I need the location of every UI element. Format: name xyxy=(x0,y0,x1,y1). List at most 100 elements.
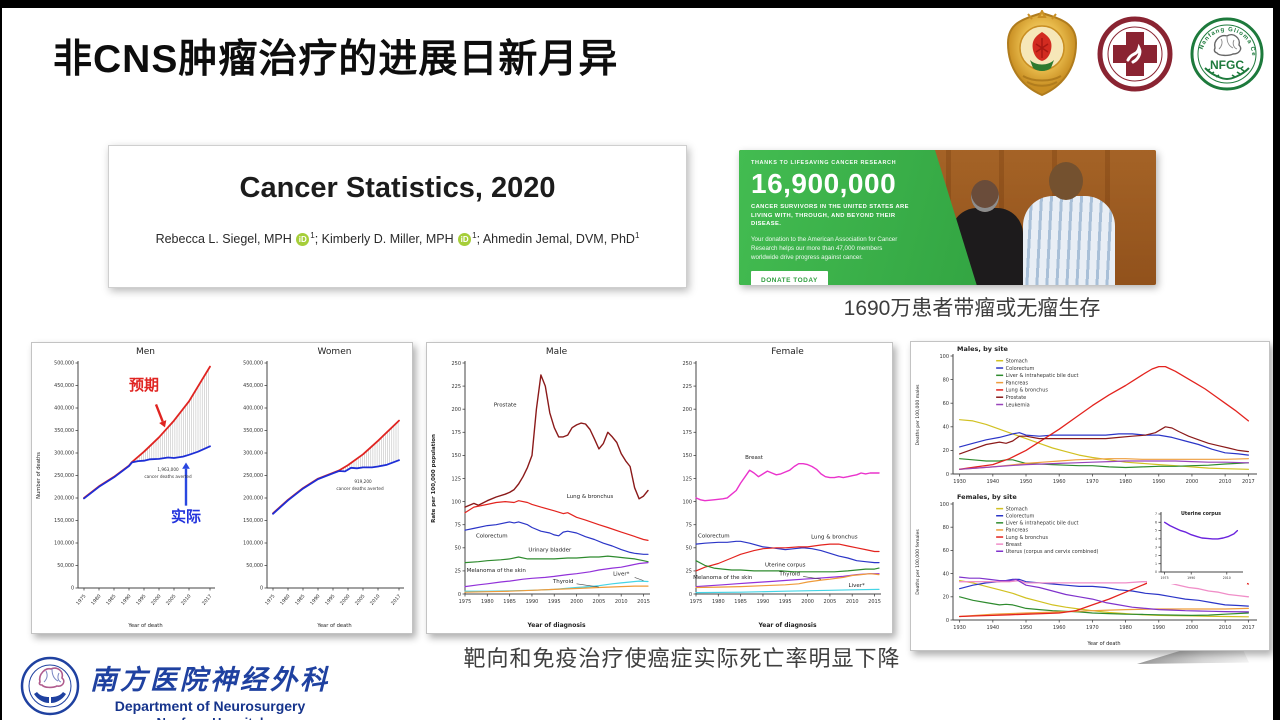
svg-text:Year of death: Year of death xyxy=(1086,641,1120,647)
banner-kicker: THANKS TO LIFESAVING CANCER RESEARCH xyxy=(751,160,897,166)
svg-text:Melanoma of the skin: Melanoma of the skin xyxy=(693,575,753,581)
author-affiliation-sup: 1 xyxy=(472,231,477,240)
svg-text:1980: 1980 xyxy=(90,593,102,606)
svg-text:1980: 1980 xyxy=(279,593,291,606)
svg-text:Male: Male xyxy=(546,347,568,357)
svg-text:250: 250 xyxy=(451,361,461,367)
svg-text:Stomach: Stomach xyxy=(1006,358,1028,364)
svg-text:250,000: 250,000 xyxy=(243,473,263,479)
svg-text:1985: 1985 xyxy=(734,599,747,605)
svg-text:250: 250 xyxy=(682,361,692,367)
svg-text:1980: 1980 xyxy=(481,599,494,605)
svg-text:1950: 1950 xyxy=(1020,479,1033,485)
svg-text:1930: 1930 xyxy=(953,479,966,485)
panel-incidence-trends: 0 25 50 75 100 125 150 175 200 225 250 1975 1980 1985… xyxy=(426,342,893,634)
svg-text:1990: 1990 xyxy=(1152,479,1165,485)
svg-text:400,000: 400,000 xyxy=(54,406,74,412)
svg-text:75: 75 xyxy=(455,522,461,528)
svg-text:175: 175 xyxy=(451,430,461,436)
author-3: Ahmedin Jemal, DVM, PhD xyxy=(482,232,635,247)
neurosurgery-dept-icon xyxy=(20,656,80,716)
svg-text:450,000: 450,000 xyxy=(243,383,263,389)
svg-text:100: 100 xyxy=(451,499,461,505)
footer-en1: Department of Neurosurgery xyxy=(114,698,306,714)
svg-text:2017: 2017 xyxy=(1242,625,1255,631)
svg-text:Melanoma of the skin: Melanoma of the skin xyxy=(467,568,527,574)
svg-text:Year of death: Year of death xyxy=(127,623,162,629)
svg-text:150,000: 150,000 xyxy=(54,518,74,524)
svg-text:2010: 2010 xyxy=(1223,576,1231,580)
banner-headline: CANCER SURVIVORS IN THE UNITED STATES AR… xyxy=(751,204,909,228)
svg-text:500,000: 500,000 xyxy=(54,361,74,367)
svg-text:2015: 2015 xyxy=(637,599,650,605)
svg-text:Colorectum: Colorectum xyxy=(1006,366,1035,372)
paper-header-card: Cancer Statistics, 2020 Rebecca L. Siege… xyxy=(108,145,687,288)
svg-text:50: 50 xyxy=(455,546,461,552)
svg-text:Liver & intrahepatic bile duct: Liver & intrahepatic bile duct xyxy=(1006,373,1079,379)
svg-text:0: 0 xyxy=(946,618,949,624)
svg-text:6: 6 xyxy=(1155,520,1157,524)
svg-text:Liver & intrahepatic bile duct: Liver & intrahepatic bile duct xyxy=(1006,521,1079,527)
svg-text:1990: 1990 xyxy=(1187,576,1195,580)
footer-text: 南方医院神经外科 Department of Neurosurgery Nanf… xyxy=(90,656,330,720)
slide-title: 非CNS肿瘤治疗的进展日新月异 xyxy=(53,38,619,81)
svg-text:1930: 1930 xyxy=(953,625,966,631)
svg-text:200,000: 200,000 xyxy=(54,496,74,502)
svg-text:225: 225 xyxy=(682,384,692,390)
svg-text:2000: 2000 xyxy=(570,599,583,605)
svg-text:Rate per 100,000 population: Rate per 100,000 population xyxy=(431,434,437,523)
svg-text:Women: Women xyxy=(318,347,352,357)
svg-text:1985: 1985 xyxy=(294,593,306,606)
slide: 非CNS肿瘤治疗的进展日新月异 xyxy=(2,8,1273,720)
svg-text:200: 200 xyxy=(682,407,692,413)
donate-today-button[interactable]: DONATE TODAY xyxy=(751,271,828,285)
svg-text:200,000: 200,000 xyxy=(243,496,263,502)
svg-text:2017: 2017 xyxy=(201,593,213,606)
svg-text:1990: 1990 xyxy=(309,593,321,606)
svg-text:Leukemia: Leukemia xyxy=(1006,402,1030,408)
university-emblem-logo xyxy=(1003,10,1081,98)
svg-text:25: 25 xyxy=(686,569,692,575)
banner-green-panel: THANKS TO LIFESAVING CANCER RESEARCH 16,… xyxy=(739,150,977,285)
orcid-icon: iD xyxy=(296,233,310,247)
svg-text:Lung & bronchus: Lung & bronchus xyxy=(1006,388,1049,394)
svg-text:919,200: 919,200 xyxy=(354,479,372,484)
hospital-logo xyxy=(1097,16,1173,92)
svg-text:Pancreas: Pancreas xyxy=(1006,528,1029,534)
svg-text:4: 4 xyxy=(1155,537,1157,541)
svg-text:1985: 1985 xyxy=(503,599,516,605)
svg-text:2005: 2005 xyxy=(824,599,837,605)
svg-text:实际: 实际 xyxy=(171,507,201,525)
svg-text:150: 150 xyxy=(682,453,692,459)
svg-text:100,000: 100,000 xyxy=(54,541,74,547)
svg-text:Pancreas: Pancreas xyxy=(1006,380,1029,386)
svg-text:0: 0 xyxy=(689,592,692,598)
svg-text:2005: 2005 xyxy=(593,599,606,605)
svg-text:预期: 预期 xyxy=(129,376,159,394)
author-separator: ; xyxy=(314,232,322,247)
man-silhouette xyxy=(1023,196,1115,285)
university-emblem-icon xyxy=(1006,10,1078,97)
footer-en2: Nanfang Hospital xyxy=(90,715,330,720)
svg-text:5: 5 xyxy=(1155,529,1157,533)
svg-text:350,000: 350,000 xyxy=(54,428,74,434)
svg-text:1975: 1975 xyxy=(264,593,276,606)
logo-row: Nanfang Glioma Center NFGC xyxy=(1003,10,1265,98)
svg-text:200: 200 xyxy=(451,407,461,413)
svg-text:450,000: 450,000 xyxy=(54,383,74,389)
footer-cn: 南方医院神经外科 xyxy=(90,665,330,696)
svg-text:2000: 2000 xyxy=(150,593,162,606)
footer-branding: 南方医院神经外科 Department of Neurosurgery Nanf… xyxy=(20,656,330,720)
svg-text:150,000: 150,000 xyxy=(243,518,263,524)
svg-text:1975: 1975 xyxy=(459,599,472,605)
svg-text:Urinary bladder: Urinary bladder xyxy=(528,547,572,553)
svg-text:1950: 1950 xyxy=(1020,625,1033,631)
svg-text:0: 0 xyxy=(260,586,263,592)
women-deaths-chart: 0 50,000 100,000 150,000 200,000 250,000 300,0… xyxy=(243,347,404,629)
svg-text:1: 1 xyxy=(1155,562,1157,566)
panel-deaths-averted: 0 50,000 100,000 150,000 200,000 250,000 300,0… xyxy=(31,342,413,634)
svg-text:2017: 2017 xyxy=(1242,479,1255,485)
svg-text:1980: 1980 xyxy=(1119,625,1132,631)
nfgc-label: NFGC xyxy=(1210,58,1244,72)
svg-text:Females, by site: Females, by site xyxy=(957,493,1017,501)
